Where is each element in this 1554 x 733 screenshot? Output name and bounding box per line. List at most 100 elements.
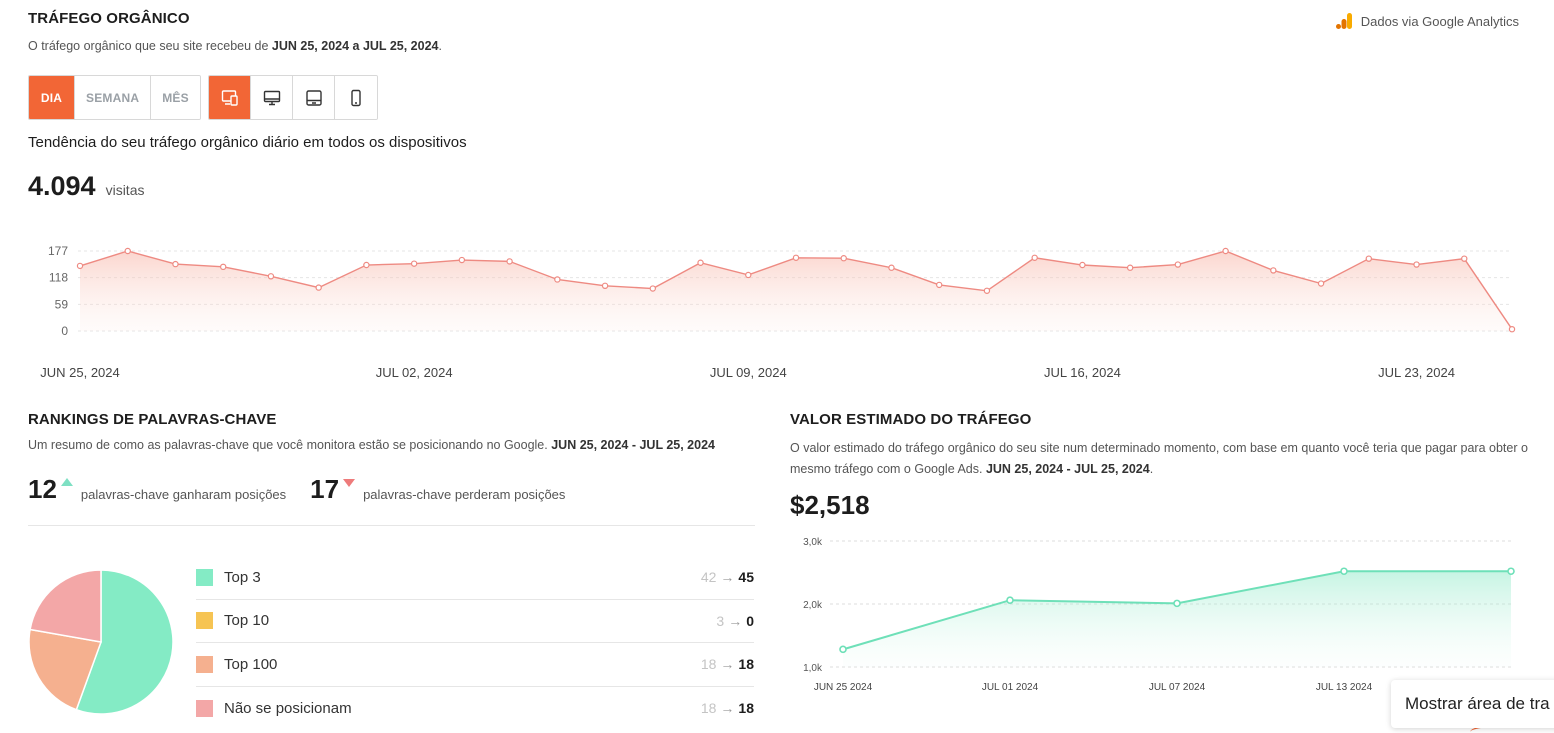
data-point xyxy=(649,285,657,292)
lost-count: 17 xyxy=(310,474,340,504)
visits-value: 4.094 xyxy=(28,171,96,201)
legend-row-top10[interactable]: Top 10 3 → 0 xyxy=(196,600,754,643)
data-point xyxy=(554,276,561,283)
organic-traffic-chart: 0 59 118 177 JUN 25, 2024 JUL 02, 2024 JUL 09,… xyxy=(40,244,1516,380)
divider xyxy=(28,525,755,526)
all-devices-icon xyxy=(221,89,238,106)
period-toggle: DIA SEMANA MÊS xyxy=(28,75,201,120)
x-tick-label: JUL 16, 2024 xyxy=(1044,365,1121,380)
data-point xyxy=(1270,267,1277,274)
legend-row-top3[interactable]: Top 3 42 → 45 xyxy=(196,556,754,600)
legend-name: Top 100 xyxy=(224,655,278,673)
pie-slice xyxy=(75,569,174,715)
arrow-down-icon xyxy=(343,479,356,487)
organic-traffic-title: TRÁFEGO ORGÂNICO xyxy=(28,10,190,27)
data-point xyxy=(410,260,418,267)
data-point xyxy=(936,281,943,289)
keyword-rankings-legend: Top 3 42 → 45 Top 10 3 → 0 Top 100 18 → 18 Não… xyxy=(196,556,754,730)
data-point xyxy=(219,263,227,271)
subtitle-text: Um resumo de como as palavras-chave que … xyxy=(28,438,552,452)
legend-values: 3 → 0 xyxy=(716,613,754,629)
tablet-button[interactable] xyxy=(293,76,335,119)
google-analytics-icon xyxy=(1335,13,1352,29)
value-from: 18 xyxy=(700,700,717,717)
legend-row-top100[interactable]: Top 100 18 → 18 xyxy=(196,643,754,687)
subtitle-text: O valor estimado do tráfego orgânico do … xyxy=(790,441,1528,476)
legend-row-not-ranking[interactable]: Não se posicionam 18 → 18 xyxy=(196,687,754,731)
pie-slice xyxy=(28,628,103,711)
google-analytics-source: Dados via Google Analytics xyxy=(1335,12,1519,30)
keyword-movement-summary: 12 palavras-chave ganharam posições 17 p… xyxy=(28,476,589,502)
x-tick-label: JUL 02, 2024 xyxy=(376,365,453,380)
period-week-button[interactable]: SEMANA xyxy=(75,76,152,119)
value-to: 45 xyxy=(738,569,754,586)
value-to: 18 xyxy=(738,656,754,673)
data-point xyxy=(1507,567,1515,576)
value-from: 3 xyxy=(716,612,725,629)
x-tick-label: JUN 25, 2024 xyxy=(40,365,120,380)
gained-count: 12 xyxy=(28,474,57,504)
arrow-up-icon xyxy=(60,478,73,486)
data-point xyxy=(1340,567,1348,576)
data-point xyxy=(839,645,847,654)
visits-label: visitas xyxy=(105,182,145,198)
legend-name: Top 3 xyxy=(224,568,261,586)
subtitle-text: O tráfego orgânico que seu site recebeu … xyxy=(28,39,272,53)
legend-values: 18 → 18 xyxy=(701,700,754,716)
mobile-button[interactable] xyxy=(335,76,377,119)
data-point xyxy=(172,260,179,268)
data-point xyxy=(745,271,752,279)
data-point xyxy=(124,247,131,255)
y-tick-label: 2,0k xyxy=(803,600,823,611)
subtitle-suffix: . xyxy=(438,39,442,53)
traffic-value-chart: 1,0k 2,0k 3,0k JUN 25 2024 JUL 01 2024 JUL 07… xyxy=(803,537,1515,693)
y-tick-label: 177 xyxy=(48,244,68,258)
data-point xyxy=(1317,280,1325,287)
legend-values: 42 → 45 xyxy=(701,569,754,585)
lost-label: palavras-chave perderam posições xyxy=(363,487,566,502)
organic-traffic-subtitle: O tráfego orgânico que seu site recebeu … xyxy=(28,39,442,53)
period-day-button[interactable]: DIA xyxy=(29,76,75,119)
y-tick-label: 59 xyxy=(55,297,69,311)
data-point xyxy=(1031,254,1038,261)
period-month-button[interactable]: MÊS xyxy=(151,76,200,119)
date-range: JUN 25, 2024 - JUL 25, 2024 xyxy=(985,462,1150,476)
desktop-button[interactable] xyxy=(251,76,293,119)
keyword-rankings-title: RANKINGS DE PALAVRAS-CHAVE xyxy=(28,411,277,428)
x-tick-label: JUL 13 2024 xyxy=(1316,682,1373,693)
arrow-right-icon: → xyxy=(720,656,735,673)
traffic-value-subtitle: O valor estimado do tráfego orgânico do … xyxy=(790,438,1530,480)
traffic-value-amount: $2,518 xyxy=(790,490,870,520)
mobile-icon xyxy=(351,89,361,106)
show-area-button[interactable]: Mostrar área de tra xyxy=(1391,680,1554,728)
data-point xyxy=(792,254,800,261)
legend-swatch xyxy=(196,699,213,717)
ga-label: Dados via Google Analytics xyxy=(1360,13,1519,29)
data-point xyxy=(1173,599,1181,608)
value-to: 0 xyxy=(746,612,754,629)
data-point xyxy=(1126,264,1134,271)
gained-label: palavras-chave ganharam posições xyxy=(80,487,287,502)
data-point xyxy=(363,261,370,269)
area-fill xyxy=(843,571,1511,667)
value-from: 42 xyxy=(700,569,717,586)
data-point xyxy=(983,287,991,294)
keyword-rankings-subtitle: Um resumo de como as palavras-chave que … xyxy=(28,438,715,452)
data-point xyxy=(1222,247,1229,255)
visits-summary: 4.094 visitas xyxy=(28,171,144,202)
x-tick-label: JUL 07 2024 xyxy=(1149,682,1206,693)
legend-swatch xyxy=(196,612,213,630)
arrow-right-icon: → xyxy=(720,700,735,717)
value-to: 18 xyxy=(738,700,754,717)
device-toggle xyxy=(208,75,378,120)
area-fill xyxy=(80,251,1512,331)
data-point xyxy=(458,256,466,264)
data-point xyxy=(601,282,609,290)
traffic-value-title: VALOR ESTIMADO DO TRÁFEGO xyxy=(790,411,1032,428)
y-tick-label: 118 xyxy=(49,271,68,285)
pie-slice xyxy=(29,569,102,643)
data-point xyxy=(76,262,84,270)
all-devices-button[interactable] xyxy=(209,76,251,119)
data-point xyxy=(1079,261,1086,269)
data-point xyxy=(1006,596,1014,605)
